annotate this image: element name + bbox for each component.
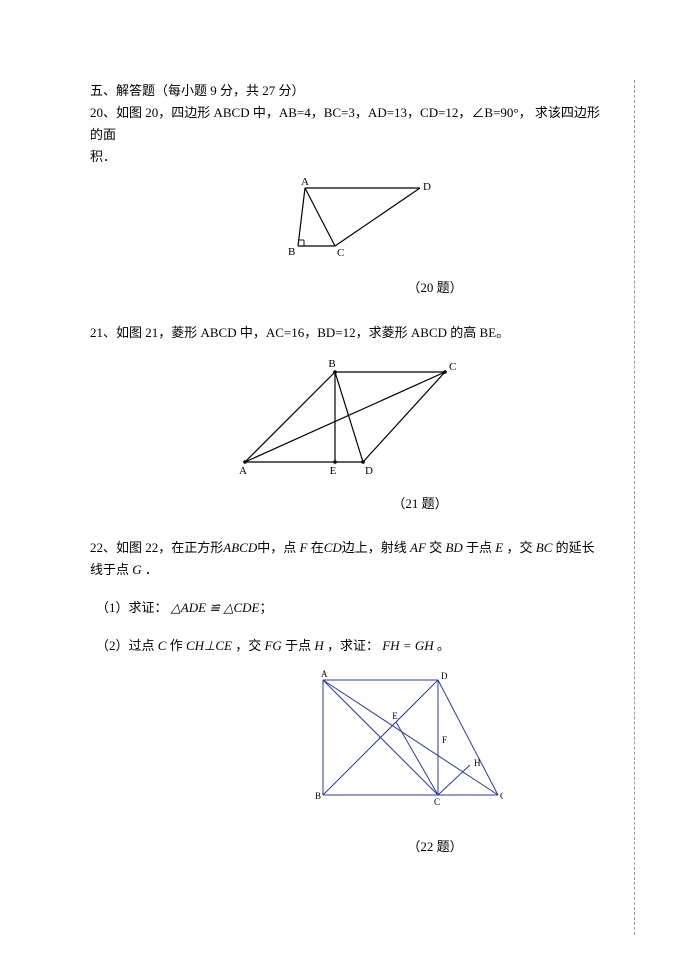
q21-caption: （21 题） [90, 493, 600, 515]
q22-intro-f: 于点 [466, 540, 492, 555]
q20-line1: 20、如图 20，四边形 ABCD 中，AB=4，BC=3，AD=13，CD=1… [90, 102, 600, 146]
token-cong: ≌ [209, 600, 220, 615]
spacer [90, 581, 600, 597]
q22-intro-d: 边上，射线 [342, 540, 407, 555]
page-container: 五、解答题（每小题 9 分，共 27 分） 20、如图 20，四边形 ABCD … [0, 0, 690, 910]
svg-text:D: D [365, 465, 373, 477]
svg-text:B: B [315, 791, 321, 801]
q22-p2-c: ，交 [235, 638, 261, 653]
token-f: F [299, 540, 307, 555]
spacer [90, 312, 600, 322]
token-h: H [314, 638, 323, 653]
token-fh-gh: FH = GH [382, 638, 433, 653]
q21-figure: A B C D E [90, 352, 600, 489]
q22-p2-a: （2）过点 [96, 638, 155, 653]
token-fg: FG [264, 638, 281, 653]
svg-text:B: B [328, 358, 335, 370]
q22-p1-a: （1）求证： [96, 600, 168, 615]
svg-text:C: C [449, 361, 456, 373]
token-c: C [158, 638, 167, 653]
svg-text:D: D [441, 671, 448, 681]
q22-intro-e: 交 [429, 540, 442, 555]
q22-intro-h: 的延长 [556, 540, 595, 555]
section-heading: 五、解答题（每小题 9 分，共 27 分） [90, 80, 600, 102]
q22-caption: （22 题） [90, 836, 600, 858]
token-g: G [132, 562, 141, 577]
svg-text:C: C [337, 247, 344, 259]
page-right-dotted-border [634, 80, 635, 935]
token-abcd: ABCD [223, 540, 257, 555]
svg-text:E: E [392, 711, 398, 721]
q20-caption: （20 题） [90, 277, 600, 299]
svg-text:F: F [442, 735, 447, 745]
q21-line1: 21、如图 21，菱形 ABCD 中，AC=16，BD=12，求菱形 ABCD … [90, 322, 600, 344]
token-tri-ade: △ADE [171, 600, 206, 615]
q22-figure-svg: A D B C E F G H [298, 665, 503, 825]
token-cd: CD [324, 540, 342, 555]
svg-text:C: C [433, 797, 439, 807]
q22-line2: 线于点 G ． [90, 559, 600, 581]
q21-figure-svg: A B C D E [225, 352, 465, 482]
svg-text:A: A [301, 176, 309, 188]
svg-text:H: H [474, 758, 481, 768]
token-e: E [495, 540, 503, 555]
q22-intro-a: 22、如图 22，在正方形 [90, 540, 223, 555]
q22-intro-c: 在 [311, 540, 324, 555]
q22-p2-e: ，求证： [327, 638, 379, 653]
q22-part2: （2）过点 C 作 CH⊥CE ，交 FG 于点 H ，求证： FH = GH … [90, 635, 600, 657]
q22-line1: 22、如图 22，在正方形ABCD中，点 F 在CD边上，射线 AF 交 BD … [90, 537, 600, 559]
svg-text:A: A [321, 669, 328, 679]
q20-line2: 积． [90, 146, 600, 168]
token-bc: BC [536, 540, 553, 555]
token-tri-cde: △CDE [223, 600, 259, 615]
q22-p2-f: 。 [437, 638, 450, 653]
spacer [90, 527, 600, 537]
svg-text:B: B [288, 246, 295, 258]
q22-figure: A D B C E F G H [90, 665, 600, 832]
q22-p2-b: 作 [170, 638, 183, 653]
spacer [90, 619, 600, 635]
q20-figure-svg: A D B C [250, 176, 440, 266]
q22-intro-g: ，交 [507, 540, 533, 555]
q22-intro-b: 中，点 [257, 540, 296, 555]
svg-text:D: D [423, 181, 431, 193]
svg-text:A: A [239, 465, 247, 477]
q22-line2-a: 线于点 [90, 562, 129, 577]
q22-part1: （1）求证： △ADE ≌ △CDE； [90, 597, 600, 619]
token-af: AF [410, 540, 426, 555]
q22-p1-b: ； [259, 600, 272, 615]
token-bd: BD [445, 540, 462, 555]
q22-line2-b: ． [145, 562, 158, 577]
svg-text:G: G [500, 791, 503, 801]
svg-text:E: E [330, 465, 337, 477]
token-ch-ce: CH⊥CE [186, 638, 232, 653]
q20-figure: A D B C [90, 176, 600, 273]
q22-p2-d: 于点 [285, 638, 311, 653]
